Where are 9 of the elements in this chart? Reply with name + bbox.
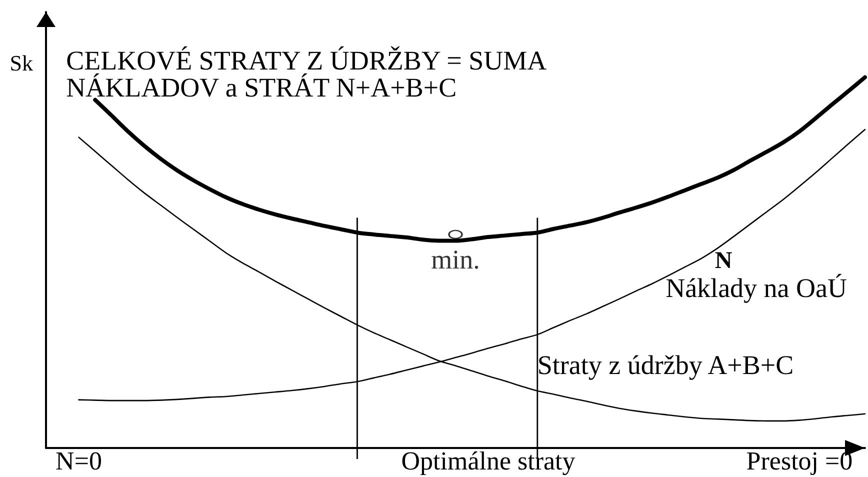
x-tick-label: N=0 (56, 446, 102, 476)
series-label: Náklady na OaÚ (666, 273, 848, 304)
series-label: Straty z údržby A+B+C (537, 350, 794, 380)
annotation: N (714, 248, 733, 274)
x-tick-label: Optimálne straty (401, 446, 576, 476)
x-tick-label: Prestoj =0 (746, 446, 853, 476)
series-label: min. (431, 244, 480, 274)
y-axis-title: Sk (10, 50, 33, 76)
legend-label: CELKOVÉ STRATY Z ÚDRŽBY = SUMA NÁKLADOV a STRÁT N+A+B+C (66, 45, 548, 102)
